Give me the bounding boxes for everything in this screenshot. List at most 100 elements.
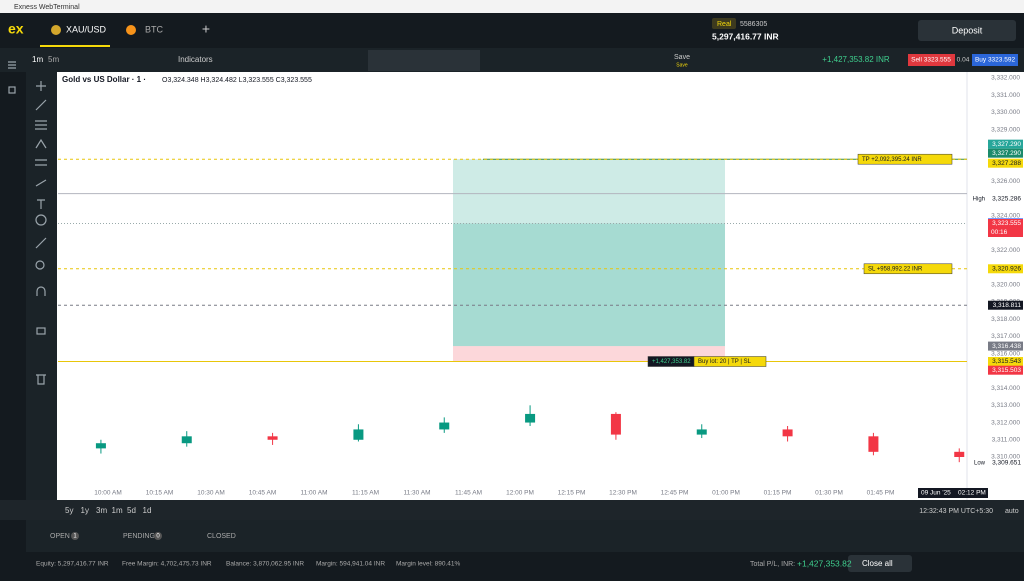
lock-tool[interactable] <box>36 327 46 335</box>
crosshair-tool[interactable] <box>36 81 46 91</box>
candle-body <box>782 429 793 437</box>
ruler-tool[interactable] <box>35 237 47 249</box>
icon-tool[interactable] <box>35 214 47 226</box>
buy-button[interactable] <box>972 54 1018 66</box>
spread: 0.04 <box>957 57 970 64</box>
time-label: 11:00 AM <box>301 490 328 497</box>
range-button[interactable]: 3m <box>96 506 107 515</box>
orders-tab[interactable]: OPEN <box>50 533 70 540</box>
scale-mode[interactable]: auto <box>1005 508 1019 515</box>
price-tick-label: 3,324.000 <box>991 213 1020 220</box>
top-bar <box>0 13 1024 48</box>
tab-coin <box>126 25 136 35</box>
sell-label[interactable]: Sell 3323.555 <box>911 57 951 64</box>
position-tag-box <box>693 356 767 367</box>
pattern-tool[interactable] <box>35 138 47 149</box>
tab-flag <box>51 25 61 35</box>
time-label: 01:00 PM <box>712 490 740 497</box>
time-label: 10:15 AM <box>146 490 173 497</box>
text-tool[interactable] <box>37 199 45 209</box>
price-tick-label: 3,318.000 <box>991 316 1020 323</box>
timeframe[interactable]: 5m <box>48 55 59 64</box>
active-tab-indicator <box>40 45 110 47</box>
orders-tab[interactable]: CLOSED <box>207 533 236 540</box>
orders-panel <box>26 520 1024 552</box>
account-id: 5586305 <box>740 21 767 28</box>
brush-tool[interactable] <box>35 179 47 187</box>
time-label: 12:15 PM <box>558 490 586 497</box>
price-tick-label: 3,330.000 <box>991 109 1020 116</box>
price-tick-label: 3,317.000 <box>991 333 1020 340</box>
tab-count: 0 <box>156 534 160 540</box>
price-label-box <box>988 300 1023 310</box>
status-item: Equity: 5,297,416.77 INR <box>36 561 109 568</box>
close-all-button[interactable] <box>848 555 912 572</box>
magnet-tool[interactable] <box>36 286 46 296</box>
price-label: 3,323.555 <box>992 220 1021 227</box>
crosshair-date: 09 Jun '25 <box>921 490 951 497</box>
price-label: 3,327.290 <box>992 150 1021 157</box>
price-label: 3,327.290 <box>992 141 1021 148</box>
close-all[interactable]: Close all <box>862 559 893 568</box>
menu-icon[interactable] <box>8 61 16 69</box>
account-balance[interactable]: 5,297,416.77 INR <box>712 31 779 41</box>
tab-count-badge <box>71 532 79 540</box>
price-tick-label: 3,311.000 <box>992 436 1021 443</box>
price-tick-label: 3,326.000 <box>991 178 1020 185</box>
time-label: 10:00 AM <box>94 490 121 497</box>
time-label: 11:15 AM <box>352 490 379 497</box>
price-tick-label: 3,331.000 <box>991 92 1020 99</box>
buy-label[interactable]: Buy 3323.592 <box>975 57 1016 64</box>
candle-body <box>610 413 621 435</box>
indicators[interactable]: Indicators <box>178 55 213 64</box>
time-label: 12:00 PM <box>506 490 534 497</box>
tp-tag: TP +2,092,395.24 INR <box>862 157 922 163</box>
time-label: 01:30 PM <box>815 490 843 497</box>
range-button[interactable]: 1m <box>112 506 123 515</box>
line-tool[interactable] <box>35 99 47 111</box>
deposit-button[interactable] <box>918 20 1016 41</box>
status-item: Margin level: 890.41% <box>396 561 461 568</box>
zoom-tool[interactable] <box>35 260 45 270</box>
logo: ex <box>8 21 24 37</box>
deposit-label[interactable]: Deposit <box>952 25 983 35</box>
side-nav <box>0 72 26 520</box>
range-button[interactable]: 5d <box>127 506 136 515</box>
price-label-box <box>988 357 1023 367</box>
timeframe[interactable]: 1m <box>32 55 43 64</box>
chart-title: Gold vs US Dollar · 1 · <box>62 75 146 84</box>
time-label: 10:45 AM <box>249 490 276 497</box>
price-label: 3,315.543 <box>992 358 1021 365</box>
tab[interactable]: BTC <box>145 24 164 34</box>
price-label: 3,320.926 <box>992 266 1021 273</box>
range-button[interactable]: 1y <box>81 506 89 515</box>
status-item: Free Margin: 4,702,475.73 INR <box>122 561 212 568</box>
projection-tool[interactable] <box>35 159 47 166</box>
price-tick-label: 3,329.000 <box>991 126 1020 133</box>
orders-icon[interactable] <box>8 86 16 94</box>
orders-tab[interactable]: PENDING <box>123 533 155 540</box>
price-label-box <box>988 158 1023 168</box>
price-tick-label: 3,312.000 <box>991 419 1020 426</box>
price-tick-label: 3,313.000 <box>991 402 1020 409</box>
save[interactable]: Save <box>674 54 690 61</box>
sl-tag: SL +958,992.22 INR <box>868 266 923 272</box>
price-label: 3,318.811 <box>993 302 1022 309</box>
drawing-quickbar <box>368 50 480 71</box>
time-label: 01:15 PM <box>764 490 792 497</box>
sell-button[interactable] <box>908 54 955 66</box>
tab[interactable]: XAU/USD <box>66 24 107 34</box>
fib-tool[interactable] <box>35 120 47 130</box>
account-badge <box>712 18 736 29</box>
range-button[interactable]: 1d <box>143 506 152 515</box>
price-tick-label: 3,314.000 <box>991 385 1020 392</box>
delete-tool[interactable] <box>36 374 46 385</box>
range-button[interactable]: 5y <box>65 506 73 515</box>
price-tick-label: 3,320.000 <box>991 281 1020 288</box>
price-label-box <box>988 148 1023 158</box>
floating-pnl: +1,427,353.82 INR <box>822 55 890 64</box>
tp-zone <box>453 159 725 347</box>
add-tab[interactable]: + <box>202 21 210 37</box>
price-label-box <box>988 218 1023 228</box>
